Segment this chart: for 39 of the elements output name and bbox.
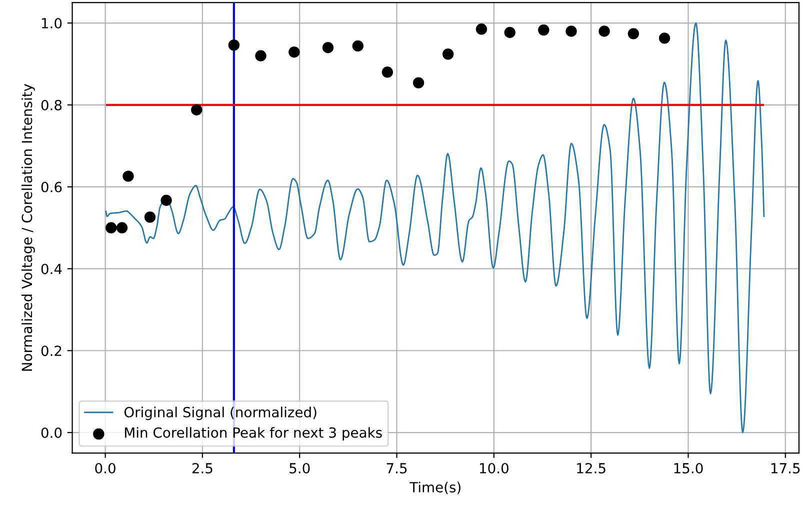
x-tick-label: 15.0 (674, 462, 703, 474)
point (382, 66, 394, 78)
point (442, 48, 454, 60)
legend-label: Original Signal (normalized) (124, 406, 316, 420)
x-tick-label: 5.0 (290, 462, 310, 474)
x-tick-label: 0.0 (95, 462, 116, 474)
point (658, 32, 670, 44)
point (538, 24, 550, 36)
y-tick-label: 0.6 (41, 182, 62, 192)
point (228, 40, 240, 51)
legend-label: Min Corellation Peak for next 3 peaks (125, 427, 382, 441)
x-tick-label: 12.5 (577, 462, 606, 474)
point (412, 77, 424, 88)
y-axis-title: Normalized Voltage / Corellation Intensity (21, 84, 35, 371)
y-tick-label: 0.2 (41, 346, 62, 356)
point (598, 26, 610, 37)
point (116, 222, 128, 234)
point (122, 170, 134, 182)
point (322, 42, 334, 54)
point (160, 194, 172, 206)
y-tick-label: 1.0 (42, 18, 62, 28)
point (628, 28, 640, 40)
point (352, 40, 364, 52)
x-tick-label: 2.5 (192, 462, 212, 474)
x-axis-title: Time(s) (410, 482, 460, 494)
point (566, 26, 577, 37)
point (476, 24, 488, 35)
point (106, 222, 117, 234)
point (288, 46, 300, 58)
point (504, 26, 516, 38)
x-tick-label: 7.5 (386, 463, 407, 474)
y-tick-label: 0.4 (41, 264, 62, 274)
y-tick-label: 0.0 (41, 428, 62, 438)
x-tick-label: 17.5 (771, 463, 800, 474)
y-tick-label: 0.8 (41, 100, 62, 110)
point (255, 50, 266, 62)
point (144, 212, 156, 223)
point (191, 104, 202, 116)
x-tick-label: 10.0 (480, 462, 508, 474)
